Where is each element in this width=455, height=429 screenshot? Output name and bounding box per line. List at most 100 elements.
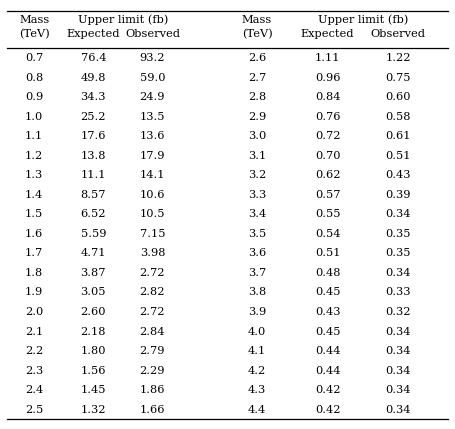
Text: 0.43: 0.43 <box>315 307 340 317</box>
Text: 1.56: 1.56 <box>81 366 106 375</box>
Text: 2.82: 2.82 <box>140 287 165 297</box>
Text: 93.2: 93.2 <box>140 53 165 63</box>
Text: 1.5: 1.5 <box>25 209 43 219</box>
Text: 4.0: 4.0 <box>248 326 266 336</box>
Text: 2.6: 2.6 <box>248 53 266 63</box>
Text: 3.98: 3.98 <box>140 248 165 258</box>
Text: 2.72: 2.72 <box>140 268 165 278</box>
Text: 13.6: 13.6 <box>140 131 165 141</box>
Text: 3.2: 3.2 <box>248 170 266 180</box>
Text: 1.2: 1.2 <box>25 151 43 161</box>
Text: 3.9: 3.9 <box>248 307 266 317</box>
Text: 13.5: 13.5 <box>140 112 165 122</box>
Text: 34.3: 34.3 <box>81 92 106 102</box>
Text: 3.87: 3.87 <box>81 268 106 278</box>
Text: 2.3: 2.3 <box>25 366 43 375</box>
Text: (TeV): (TeV) <box>19 29 50 39</box>
Text: 2.0: 2.0 <box>25 307 43 317</box>
Text: Upper limit (fb): Upper limit (fb) <box>78 15 168 25</box>
Text: 0.34: 0.34 <box>385 405 411 414</box>
Text: 1.7: 1.7 <box>25 248 43 258</box>
Text: 0.45: 0.45 <box>315 326 340 336</box>
Text: 0.84: 0.84 <box>315 92 340 102</box>
Text: 0.33: 0.33 <box>385 287 411 297</box>
Text: 4.3: 4.3 <box>248 385 266 395</box>
Text: 3.7: 3.7 <box>248 268 266 278</box>
Text: 3.05: 3.05 <box>81 287 106 297</box>
Text: 0.42: 0.42 <box>315 385 340 395</box>
Text: 2.4: 2.4 <box>25 385 43 395</box>
Text: 25.2: 25.2 <box>81 112 106 122</box>
Text: 2.8: 2.8 <box>248 92 266 102</box>
Text: 11.1: 11.1 <box>81 170 106 180</box>
Text: 0.8: 0.8 <box>25 73 43 83</box>
Text: 2.84: 2.84 <box>140 326 165 336</box>
Text: 10.5: 10.5 <box>140 209 165 219</box>
Text: 1.32: 1.32 <box>81 405 106 414</box>
Text: 0.70: 0.70 <box>315 151 340 161</box>
Text: 4.4: 4.4 <box>248 405 266 414</box>
Text: 3.0: 3.0 <box>248 131 266 141</box>
Text: 2.29: 2.29 <box>140 366 165 375</box>
Text: 0.72: 0.72 <box>315 131 340 141</box>
Text: 0.51: 0.51 <box>385 151 411 161</box>
Text: 1.6: 1.6 <box>25 229 43 239</box>
Text: 0.34: 0.34 <box>385 326 411 336</box>
Text: 2.18: 2.18 <box>81 326 106 336</box>
Text: 0.62: 0.62 <box>315 170 340 180</box>
Text: 2.60: 2.60 <box>81 307 106 317</box>
Text: 1.45: 1.45 <box>81 385 106 395</box>
Text: 3.4: 3.4 <box>248 209 266 219</box>
Text: 2.72: 2.72 <box>140 307 165 317</box>
Text: Mass: Mass <box>242 15 272 25</box>
Text: 0.45: 0.45 <box>315 287 340 297</box>
Text: Expected: Expected <box>66 29 120 39</box>
Text: 59.0: 59.0 <box>140 73 165 83</box>
Text: 2.5: 2.5 <box>25 405 43 414</box>
Text: 2.9: 2.9 <box>248 112 266 122</box>
Text: 76.4: 76.4 <box>81 53 106 63</box>
Text: 3.1: 3.1 <box>248 151 266 161</box>
Text: 0.96: 0.96 <box>315 73 340 83</box>
Text: Observed: Observed <box>371 29 425 39</box>
Text: 1.11: 1.11 <box>315 53 340 63</box>
Text: 4.1: 4.1 <box>248 346 266 356</box>
Text: Mass: Mass <box>19 15 49 25</box>
Text: 14.1: 14.1 <box>140 170 165 180</box>
Text: 0.9: 0.9 <box>25 92 43 102</box>
Text: 0.35: 0.35 <box>385 229 411 239</box>
Text: 1.22: 1.22 <box>385 53 411 63</box>
Text: Expected: Expected <box>301 29 354 39</box>
Text: 0.54: 0.54 <box>315 229 340 239</box>
Text: 3.6: 3.6 <box>248 248 266 258</box>
Text: 0.61: 0.61 <box>385 131 411 141</box>
Text: 1.80: 1.80 <box>81 346 106 356</box>
Text: 0.34: 0.34 <box>385 366 411 375</box>
Text: 4.2: 4.2 <box>248 366 266 375</box>
Text: 49.8: 49.8 <box>81 73 106 83</box>
Text: 17.6: 17.6 <box>81 131 106 141</box>
Text: 1.9: 1.9 <box>25 287 43 297</box>
Text: 0.34: 0.34 <box>385 385 411 395</box>
Text: 0.44: 0.44 <box>315 366 340 375</box>
Text: 7.15: 7.15 <box>140 229 165 239</box>
Text: 0.34: 0.34 <box>385 346 411 356</box>
Text: 0.75: 0.75 <box>385 73 411 83</box>
Text: 3.3: 3.3 <box>248 190 266 200</box>
Text: 3.8: 3.8 <box>248 287 266 297</box>
Text: 1.8: 1.8 <box>25 268 43 278</box>
Text: 2.1: 2.1 <box>25 326 43 336</box>
Text: 0.44: 0.44 <box>315 346 340 356</box>
Text: 8.57: 8.57 <box>81 190 106 200</box>
Text: Observed: Observed <box>125 29 180 39</box>
Text: 0.43: 0.43 <box>385 170 411 180</box>
Text: 5.59: 5.59 <box>81 229 106 239</box>
Text: 2.2: 2.2 <box>25 346 43 356</box>
Text: 1.4: 1.4 <box>25 190 43 200</box>
Text: 1.66: 1.66 <box>140 405 165 414</box>
Text: 13.8: 13.8 <box>81 151 106 161</box>
Text: 10.6: 10.6 <box>140 190 165 200</box>
Text: 1.0: 1.0 <box>25 112 43 122</box>
Text: 0.42: 0.42 <box>315 405 340 414</box>
Text: 0.55: 0.55 <box>315 209 340 219</box>
